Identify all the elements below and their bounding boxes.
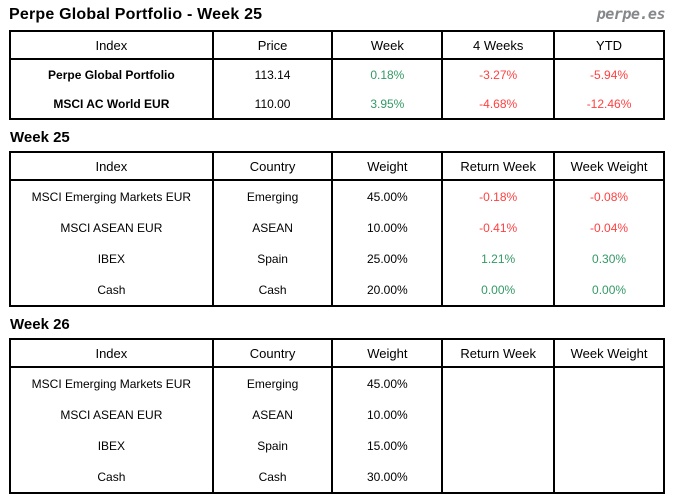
cell-index: MSCI Emerging Markets EUR: [9, 367, 213, 399]
section-heading-week26: Week 26: [10, 316, 70, 333]
cell-week-weight: 0.30%: [553, 243, 664, 274]
cell-country: Emerging: [211, 180, 333, 212]
week25-col-country: Country: [211, 152, 333, 181]
summary-col-price: Price: [211, 31, 333, 60]
cell-country: ASEAN: [211, 399, 333, 430]
cell-week-weight: -0.04%: [553, 212, 664, 243]
cell-index: MSCI Emerging Markets EUR: [9, 180, 213, 212]
cell-weight: 10.00%: [331, 399, 443, 430]
summary-col-4weeks: 4 Weeks: [441, 31, 555, 60]
week25-table: Index Country Weight Return Week Week We…: [9, 151, 665, 307]
week26-col-return-week: Return Week: [441, 339, 555, 368]
week25-col-return-week: Return Week: [441, 152, 555, 181]
week26-col-country: Country: [211, 339, 333, 368]
summary-col-ytd: YTD: [553, 31, 664, 60]
summary-header-row: Index Price Week 4 Weeks YTD: [9, 31, 664, 60]
table-row: IBEX Spain 15.00%: [9, 430, 664, 461]
cell-week-weight: [553, 430, 664, 461]
week26-col-index: Index: [9, 339, 213, 368]
cell-return-week: 1.21%: [441, 243, 555, 274]
cell-index: IBEX: [9, 243, 213, 274]
cell-return-week: [441, 399, 555, 430]
cell-return-week: -0.41%: [441, 212, 555, 243]
cell-weight: 25.00%: [331, 243, 443, 274]
cell-week-weight: [553, 367, 664, 399]
cell-price: 113.14: [211, 59, 333, 89]
table-row: MSCI ASEAN EUR ASEAN 10.00%: [9, 399, 664, 430]
cell-week: 0.18%: [331, 59, 443, 89]
week25-header-row: Index Country Weight Return Week Week We…: [9, 152, 664, 181]
cell-week-weight: 0.00%: [553, 274, 664, 306]
section-heading-week25: Week 25: [10, 129, 70, 146]
summary-col-index: Index: [9, 31, 213, 60]
table-row: MSCI ASEAN EUR ASEAN 10.00% -0.41% -0.04…: [9, 212, 664, 243]
table-row: Perpe Global Portfolio 113.14 0.18% -3.2…: [9, 59, 664, 89]
cell-index: MSCI ASEAN EUR: [9, 212, 213, 243]
perpe-logo: perpe.es: [596, 5, 666, 23]
cell-week: 3.95%: [331, 89, 443, 119]
cell-index: Perpe Global Portfolio: [9, 59, 213, 89]
cell-ytd: -5.94%: [553, 59, 664, 89]
summary-table: Index Price Week 4 Weeks YTD Perpe Globa…: [9, 30, 665, 120]
cell-country: Spain: [211, 243, 333, 274]
cell-weight: 15.00%: [331, 430, 443, 461]
cell-ytd: -12.46%: [553, 89, 664, 119]
cell-country: Emerging: [211, 367, 333, 399]
week25-col-weight: Weight: [331, 152, 443, 181]
cell-weight: 45.00%: [331, 367, 443, 399]
table-row: Cash Cash 30.00%: [9, 461, 664, 493]
page-title: Perpe Global Portfolio - Week 25: [9, 6, 263, 23]
table-row: Cash Cash 20.00% 0.00% 0.00%: [9, 274, 664, 306]
table-row: MSCI Emerging Markets EUR Emerging 45.00…: [9, 367, 664, 399]
table-row: MSCI AC World EUR 110.00 3.95% -4.68% -1…: [9, 89, 664, 119]
table-row: IBEX Spain 25.00% 1.21% 0.30%: [9, 243, 664, 274]
week26-header-row: Index Country Weight Return Week Week We…: [9, 339, 664, 368]
cell-index: MSCI AC World EUR: [9, 89, 213, 119]
week26-table: Index Country Weight Return Week Week We…: [9, 338, 665, 494]
summary-col-week: Week: [331, 31, 443, 60]
week25-col-index: Index: [9, 152, 213, 181]
cell-country: Cash: [211, 274, 333, 306]
cell-weight: 10.00%: [331, 212, 443, 243]
week26-col-week-weight: Week Weight: [553, 339, 664, 368]
table-row: MSCI Emerging Markets EUR Emerging 45.00…: [9, 180, 664, 212]
cell-week-weight: [553, 399, 664, 430]
cell-week-weight: [553, 461, 664, 493]
cell-index: MSCI ASEAN EUR: [9, 399, 213, 430]
cell-country: Cash: [211, 461, 333, 493]
cell-index: Cash: [9, 274, 213, 306]
cell-country: ASEAN: [211, 212, 333, 243]
cell-return-week: [441, 367, 555, 399]
cell-return-week: [441, 430, 555, 461]
cell-weight: 20.00%: [331, 274, 443, 306]
cell-weight: 45.00%: [331, 180, 443, 212]
cell-week-weight: -0.08%: [553, 180, 664, 212]
cell-return-week: 0.00%: [441, 274, 555, 306]
cell-country: Spain: [211, 430, 333, 461]
cell-weight: 30.00%: [331, 461, 443, 493]
week26-col-weight: Weight: [331, 339, 443, 368]
cell-4weeks: -4.68%: [441, 89, 555, 119]
report-header: Perpe Global Portfolio - Week 25 perpe.e…: [9, 5, 666, 28]
cell-index: Cash: [9, 461, 213, 493]
week25-col-week-weight: Week Weight: [553, 152, 664, 181]
cell-4weeks: -3.27%: [441, 59, 555, 89]
cell-price: 110.00: [211, 89, 333, 119]
cell-index: IBEX: [9, 430, 213, 461]
cell-return-week: [441, 461, 555, 493]
cell-return-week: -0.18%: [441, 180, 555, 212]
